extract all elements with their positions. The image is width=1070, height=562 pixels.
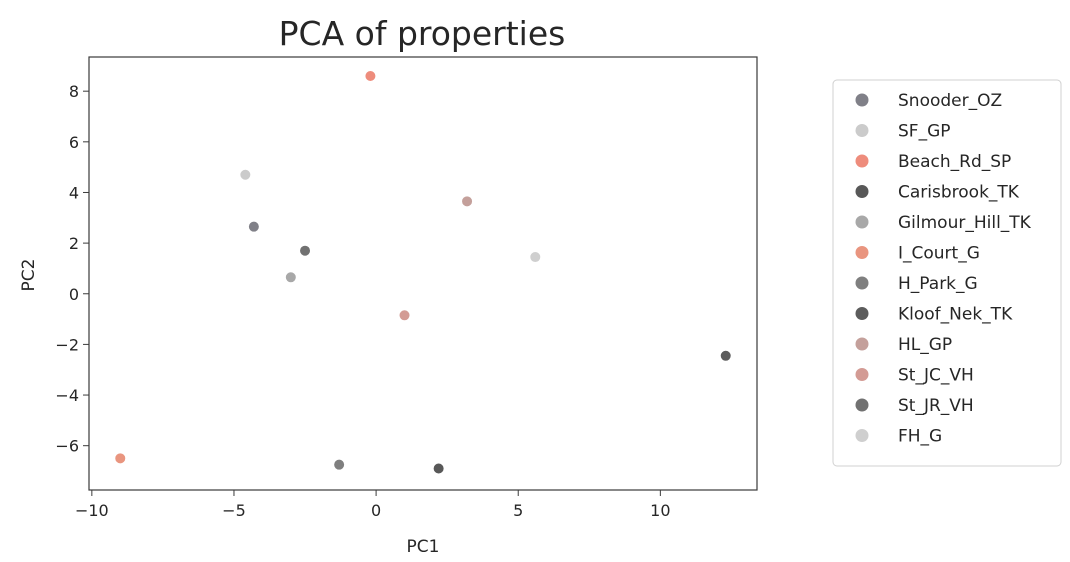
- y-tick-label: 2: [69, 234, 79, 253]
- legend-label: SF_GP: [898, 122, 951, 142]
- x-tick-label: −5: [222, 501, 246, 520]
- y-tick-label: −4: [55, 386, 79, 405]
- x-axis-label: PC1: [407, 537, 440, 557]
- legend-marker: [855, 124, 869, 137]
- plot-area: [88, 56, 758, 491]
- legend-label: Gilmour_Hill_TK: [898, 213, 1032, 233]
- legend-label: St_JC_VH: [898, 366, 974, 386]
- data-point: [529, 251, 542, 264]
- legend-label: Carisbrook_TK: [898, 183, 1020, 203]
- legend-marker: [855, 368, 869, 381]
- data-point: [114, 452, 127, 465]
- x-tick-label: 10: [650, 501, 670, 520]
- data-point: [333, 458, 346, 471]
- data-point: [239, 168, 252, 181]
- y-axis-ticks: −6 −4 −2 0 2 4 6 8: [55, 82, 89, 456]
- y-axis-label: PC2: [19, 259, 39, 292]
- legend-marker: [855, 276, 869, 290]
- data-points: [114, 69, 732, 475]
- data-point: [364, 69, 377, 82]
- legend-marker: [855, 185, 869, 198]
- legend-label: H_Park_G: [898, 274, 978, 294]
- legend: Snooder_OZ SF_GP Beach_Rd_SP Carisbrook_TK G…: [855, 91, 1032, 447]
- y-tick-label: 8: [69, 82, 79, 101]
- legend-marker: [855, 429, 869, 442]
- legend-marker: [855, 398, 869, 412]
- data-point: [719, 349, 732, 362]
- data-point: [284, 271, 297, 284]
- legend-label: FH_G: [898, 427, 942, 447]
- y-tick-label: 6: [69, 133, 79, 152]
- legend-marker: [855, 246, 869, 259]
- legend-marker: [855, 215, 869, 229]
- y-tick-label: 4: [69, 183, 79, 202]
- data-point: [398, 309, 411, 322]
- legend-label: Kloof_Nek_TK: [898, 305, 1013, 325]
- x-tick-label: 0: [371, 501, 381, 520]
- legend-marker: [855, 307, 869, 320]
- chart-title: PCA of properties: [279, 14, 566, 53]
- x-tick-label: −10: [75, 501, 109, 520]
- x-axis-ticks: −10 −5 0 5 10: [75, 490, 671, 520]
- legend-box: [832, 79, 1062, 467]
- legend-label: I_Court_G: [898, 244, 980, 264]
- x-tick-label: 5: [513, 501, 523, 520]
- legend-marker: [855, 154, 869, 168]
- legend-label: Snooder_OZ: [898, 91, 1002, 111]
- data-point: [299, 244, 312, 257]
- data-point: [461, 195, 474, 208]
- y-tick-label: −2: [55, 335, 79, 354]
- y-tick-label: −6: [55, 437, 79, 456]
- legend-label: Beach_Rd_SP: [898, 152, 1011, 172]
- legend-label: St_JR_VH: [898, 396, 974, 416]
- y-tick-label: 0: [69, 285, 79, 304]
- data-point: [247, 220, 260, 233]
- legend-marker: [855, 337, 869, 351]
- legend-marker: [855, 93, 869, 107]
- data-point: [432, 462, 445, 475]
- legend-label: HL_GP: [898, 335, 952, 355]
